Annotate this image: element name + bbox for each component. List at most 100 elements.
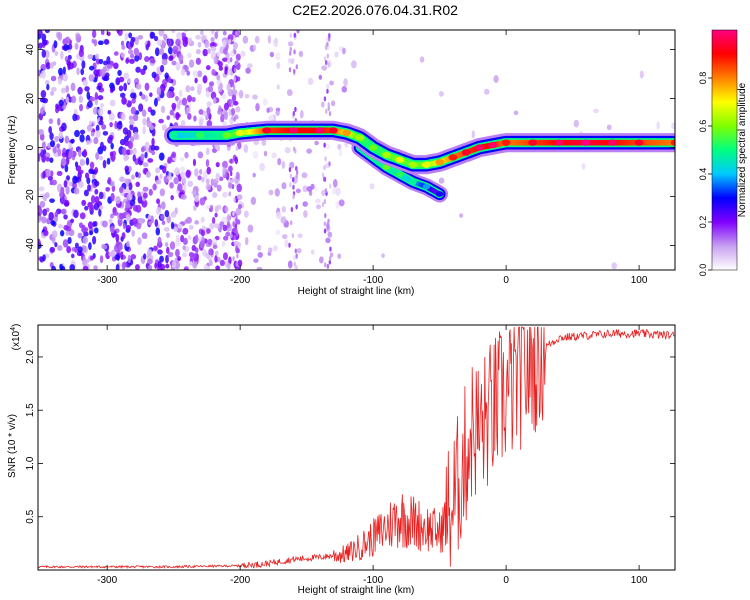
noise-cell bbox=[228, 165, 233, 173]
noise-cell bbox=[182, 252, 187, 258]
streak-cell bbox=[228, 111, 232, 117]
noise-cell bbox=[83, 231, 89, 237]
noise-cell bbox=[195, 48, 201, 55]
noise-cell bbox=[63, 214, 68, 220]
noise-cell bbox=[141, 232, 148, 240]
noise-cell bbox=[153, 97, 158, 107]
noise-cell bbox=[177, 183, 183, 192]
streak-cell bbox=[235, 31, 238, 37]
noise-cell bbox=[226, 220, 231, 229]
noise-cell bbox=[321, 189, 326, 197]
noise-cell bbox=[252, 172, 256, 178]
noise-cell bbox=[201, 177, 205, 183]
noise-cell bbox=[185, 169, 191, 178]
noise-cell bbox=[45, 156, 50, 162]
streak-cell bbox=[288, 242, 291, 248]
noise-cell bbox=[158, 30, 165, 37]
noise-cell bbox=[88, 242, 92, 250]
noise-cell bbox=[109, 99, 116, 107]
streak-cell bbox=[233, 116, 236, 122]
spectrogram-plot-area bbox=[38, 30, 675, 270]
spectrogram-ridge-point bbox=[461, 149, 471, 156]
noise-cell bbox=[214, 212, 218, 218]
page-title: C2E2.2026.076.04.31.R02 bbox=[292, 2, 458, 18]
noise-cell bbox=[79, 212, 86, 220]
snr-panel: -300 -200 -100 0 100 0.5 1.0 1.5 2.0 Height of … bbox=[7, 324, 676, 596]
noise-cell bbox=[59, 191, 64, 199]
spectrogram-ridge-point bbox=[475, 144, 484, 151]
snr-frame bbox=[37, 324, 676, 571]
noise-cell bbox=[319, 256, 324, 264]
noise-cell bbox=[175, 62, 181, 71]
noise-cell bbox=[184, 151, 189, 159]
noise-cell bbox=[45, 168, 52, 177]
noise-cell bbox=[163, 226, 170, 232]
noise-cell bbox=[54, 135, 60, 141]
noise-cell bbox=[171, 151, 177, 159]
snr-x-axis: -300 -200 -100 0 100 bbox=[97, 325, 648, 586]
noise-cell bbox=[159, 48, 165, 55]
noise-cell bbox=[178, 53, 184, 63]
noise-cell bbox=[276, 84, 280, 90]
noise-cell bbox=[287, 260, 293, 269]
colorbar-label: Normalized spectral amplitude bbox=[737, 82, 748, 217]
noise-cell bbox=[170, 194, 174, 201]
noise-cell bbox=[180, 120, 186, 126]
noise-cell bbox=[216, 51, 221, 57]
noise-cell bbox=[299, 110, 304, 119]
streak-cell bbox=[292, 146, 296, 152]
noise-cell bbox=[129, 58, 135, 64]
streak-cell bbox=[234, 223, 238, 229]
noise-cell bbox=[144, 151, 148, 159]
noise-cell bbox=[44, 30, 51, 34]
spectrogram-ridge-point bbox=[421, 161, 431, 168]
noise-cell bbox=[276, 61, 281, 70]
noise-cell bbox=[66, 59, 71, 67]
noise-cell bbox=[218, 105, 222, 112]
streak-cell bbox=[288, 167, 292, 173]
noise-cell bbox=[174, 95, 179, 102]
noise-cell bbox=[73, 187, 80, 195]
noise-cell bbox=[102, 145, 107, 152]
noise-cell bbox=[70, 253, 75, 259]
noise-cell bbox=[161, 58, 168, 66]
spectrogram-ridge-point bbox=[435, 159, 445, 166]
noise-cell bbox=[118, 85, 124, 92]
noise-cell bbox=[180, 157, 184, 162]
spectrogram-ridge bbox=[164, 120, 675, 175]
noise-cell bbox=[314, 185, 318, 192]
noise-cell bbox=[438, 177, 445, 184]
noise-cell bbox=[243, 144, 249, 153]
streak-cell bbox=[288, 67, 292, 73]
noise-cell bbox=[113, 62, 119, 70]
noise-cell bbox=[218, 65, 223, 71]
noise-cell bbox=[56, 170, 63, 176]
noise-cell bbox=[246, 63, 253, 69]
noise-cell bbox=[338, 148, 343, 157]
noise-cell bbox=[186, 107, 191, 114]
noise-cell bbox=[181, 36, 188, 42]
noise-cell bbox=[350, 60, 357, 69]
noise-cell bbox=[172, 105, 176, 111]
noise-cell bbox=[211, 216, 216, 225]
noise-cell bbox=[288, 57, 292, 64]
noise-cell bbox=[250, 196, 257, 205]
noise-cell bbox=[63, 199, 70, 207]
noise-cell bbox=[223, 235, 229, 241]
noise-cell bbox=[157, 260, 162, 268]
noise-cell bbox=[48, 118, 54, 125]
streak-cell bbox=[292, 184, 295, 190]
noise-cell bbox=[194, 220, 200, 225]
noise-cell bbox=[65, 156, 70, 166]
noise-cell bbox=[173, 226, 178, 232]
noise-cell bbox=[259, 162, 266, 172]
noise-cell bbox=[147, 40, 151, 48]
noise-cell bbox=[86, 177, 91, 185]
y-tick-label: 1.0 bbox=[25, 456, 36, 470]
noise-cell bbox=[123, 82, 128, 92]
noise-cell bbox=[155, 227, 161, 236]
noise-cell bbox=[128, 115, 134, 121]
x-tick-label: 0 bbox=[503, 575, 509, 586]
noise-cell bbox=[151, 150, 156, 156]
streak-cell bbox=[328, 111, 332, 117]
